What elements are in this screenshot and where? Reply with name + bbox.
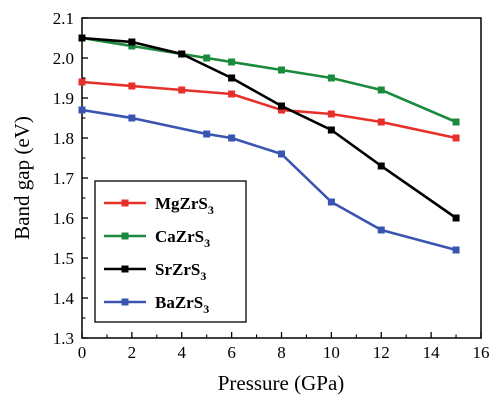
data-point-bazrs [128, 114, 136, 122]
y-tick-label: 1.5 [53, 249, 74, 268]
x-tick-label: 6 [227, 343, 236, 362]
data-point-mgzrs [377, 118, 385, 126]
y-tick-label: 2.0 [53, 49, 74, 68]
x-tick-label: 8 [277, 343, 286, 362]
legend-label-cazrs: CaZrS3 [155, 227, 210, 250]
data-point-bazrs [78, 106, 86, 114]
y-tick-label: 1.3 [53, 329, 74, 348]
data-point-mgzrs [178, 86, 186, 94]
data-point-bazrs [327, 198, 335, 206]
data-point-bazrs [452, 246, 460, 254]
data-point-srzrs [128, 38, 136, 46]
y-tick-label: 1.4 [53, 289, 75, 308]
legend-marker-mgzrs [121, 199, 129, 207]
data-point-cazrs [203, 54, 211, 62]
data-point-cazrs [377, 86, 385, 94]
x-tick-label: 2 [128, 343, 137, 362]
data-point-bazrs [377, 226, 385, 234]
y-tick-label: 1.7 [53, 169, 75, 188]
data-point-cazrs [228, 58, 236, 66]
plot-area: 0 2 4 6 8 10 12 14 16 1.3 1.4 1.5 1.6 1.7 1.8 1.9 2.0 2.1 [53, 9, 490, 362]
data-point-bazrs [203, 130, 211, 138]
series-line-mgzrs [81, 80, 457, 140]
data-point-srzrs [327, 126, 335, 134]
x-tick-label: 4 [178, 343, 187, 362]
y-tick-label: 1.9 [53, 89, 74, 108]
x-tick-label: 16 [473, 343, 490, 362]
legend-marker-bazrs [121, 298, 129, 306]
legend-label-srzrs: SrZrS3 [155, 260, 206, 283]
data-point-mgzrs [78, 78, 86, 86]
series-line-cazrs [81, 36, 457, 124]
x-tick-label: 12 [373, 343, 390, 362]
x-axis-title: Pressure (GPa) [218, 371, 345, 395]
data-point-srzrs [278, 102, 285, 110]
legend-marker-srzrs [121, 265, 129, 273]
data-point-bazrs [278, 150, 285, 158]
data-point-mgzrs [228, 90, 236, 98]
series-line-srzrs [81, 36, 457, 220]
legend-label-bazrs: BaZrS3 [155, 293, 209, 316]
legend-box [94, 180, 247, 323]
data-point-mgzrs [452, 134, 460, 142]
data-point-srzrs [78, 34, 86, 42]
series-line-bazrs [81, 108, 457, 252]
data-point-mgzrs [278, 106, 285, 114]
y-axis-title: Band gap (eV) [10, 116, 34, 240]
data-point-srzrs [452, 214, 460, 222]
data-point-bazrs [228, 134, 236, 142]
legend-label-mgzrs: MgZrS3 [155, 194, 214, 217]
data-point-mgzrs [128, 82, 136, 90]
legend-marker-cazrs [121, 232, 129, 240]
x-tick-label: 14 [423, 343, 441, 362]
data-point-cazrs [128, 42, 136, 50]
data-point-mgzrs [327, 110, 335, 118]
data-point-cazrs [452, 118, 460, 126]
data-point-cazrs [327, 74, 335, 82]
data-point-srzrs [228, 74, 236, 82]
x-tick-label: 10 [323, 343, 340, 362]
data-point-srzrs [178, 50, 186, 58]
data-point-cazrs [278, 66, 285, 74]
legend: MgZrS3 CaZrS3 SrZrS3 BaZrS3 [94, 180, 247, 323]
y-tick-label: 1.8 [53, 129, 74, 148]
x-tick-label: 0 [78, 343, 87, 362]
data-point-srzrs [377, 162, 385, 170]
y-tick-label: 2.1 [53, 9, 74, 28]
y-tick-label: 1.6 [53, 209, 74, 228]
